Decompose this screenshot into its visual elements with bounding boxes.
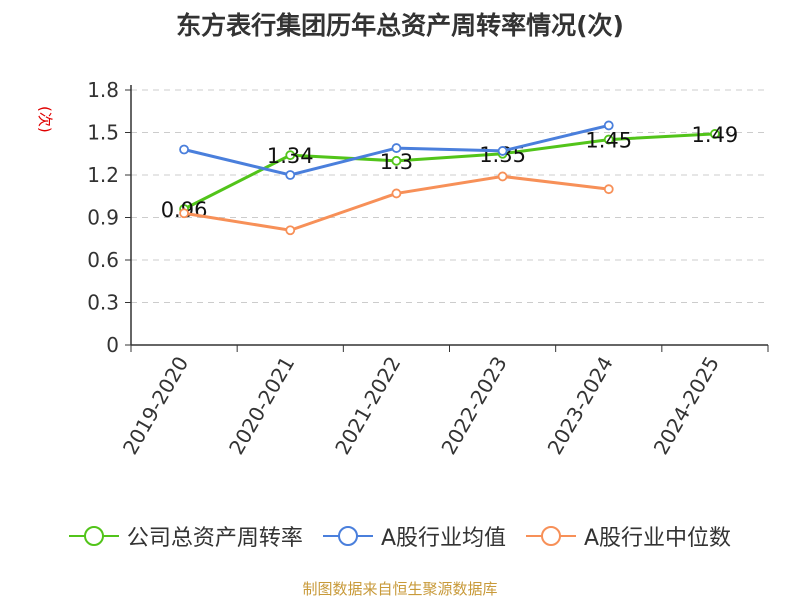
data-point <box>391 143 402 153</box>
data-point <box>179 208 189 219</box>
y-tick-label: 1.2 <box>87 163 119 187</box>
legend-item-company[interactable]: 公司总资产周转率 <box>68 520 303 552</box>
x-tick-label: 2023-2024 <box>543 352 618 458</box>
data-point <box>603 134 614 145</box>
legend-item-median[interactable]: A股行业中位数 <box>526 520 731 552</box>
data-label: 1.49 <box>692 123 739 147</box>
series-line <box>183 132 715 211</box>
legend-marker-median <box>526 526 576 546</box>
y-tick-label: 0.6 <box>87 248 119 272</box>
legend-item-mean[interactable]: A股行业均值 <box>322 520 506 552</box>
data-point <box>497 146 508 156</box>
data-point <box>603 184 614 195</box>
data-label: 1.45 <box>585 129 632 153</box>
legend: 公司总资产周转率 A股行业均值 A股行业中位数 <box>0 520 800 552</box>
data-point <box>710 129 720 139</box>
x-tick-label: 2019-2020 <box>118 352 193 458</box>
y-tick-label: 1.5 <box>87 121 119 145</box>
y-tick-label: 0 <box>106 333 119 357</box>
legend-marker-company <box>68 526 119 546</box>
y-tick-label: 1.8 <box>87 78 119 102</box>
source-note: 制图数据来自恒生聚源数据库 <box>302 580 498 598</box>
x-tick-label: 2024-2025 <box>649 352 724 458</box>
data-point <box>179 144 189 155</box>
legend-label-mean: A股行业均值 <box>380 526 506 551</box>
data-label: 1.3 <box>380 150 413 174</box>
x-tick-label: 2021-2022 <box>330 352 405 458</box>
series-line <box>183 174 609 232</box>
data-point <box>391 155 402 166</box>
data-point <box>603 120 614 131</box>
data-point <box>285 150 296 161</box>
x-tick-label: 2022-2023 <box>436 352 511 458</box>
legend-marker-mean <box>322 526 373 546</box>
legend-label-company: 公司总资产周转率 <box>126 526 303 551</box>
data-point <box>285 170 296 180</box>
data-point <box>391 188 402 199</box>
chart-title: 东方表行集团历年总资产周转率情况(次) <box>176 11 624 40</box>
data-point <box>285 225 296 236</box>
y-tick-label: 0.9 <box>87 206 119 230</box>
y-tick-label: 0.3 <box>87 291 119 315</box>
data-point <box>497 171 508 182</box>
legend-label-median: A股行业中位数 <box>584 526 732 551</box>
data-label: 1.34 <box>267 144 314 168</box>
x-tick-label: 2020-2021 <box>224 352 299 458</box>
